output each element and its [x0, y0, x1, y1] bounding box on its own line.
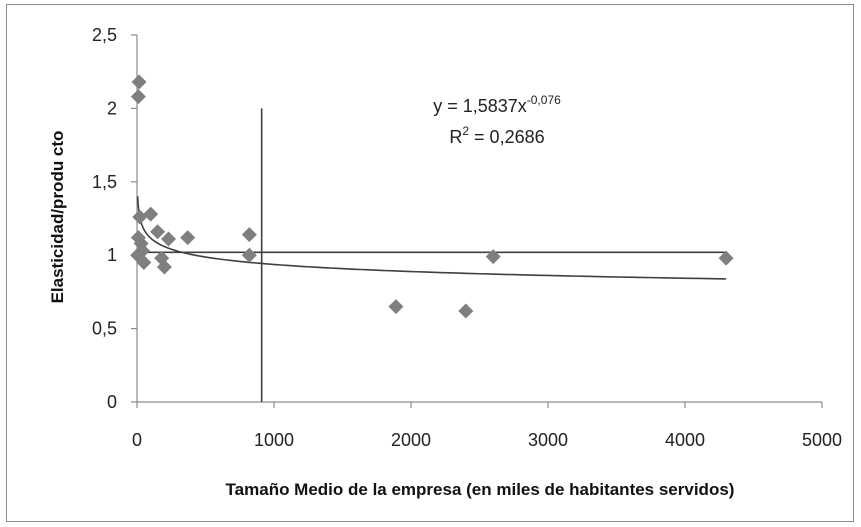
- data-point: [134, 243, 150, 259]
- y-axis-title: Elasticidad/produ cto: [48, 131, 67, 304]
- data-point: [718, 250, 734, 266]
- data-point: [156, 259, 172, 275]
- trendline-group: [136, 196, 727, 280]
- data-points: [130, 74, 734, 319]
- x-tick-label: 0: [132, 430, 142, 450]
- data-point: [161, 231, 177, 247]
- r-squared-label: R2 = 0,2686: [449, 124, 544, 147]
- trendline-equation: y = 1,5837x-0,076: [433, 93, 561, 116]
- reference-lines: [137, 108, 727, 402]
- x-tick-label: 3000: [528, 430, 568, 450]
- data-point: [143, 206, 159, 222]
- data-point: [485, 249, 501, 265]
- x-tick-label: 5000: [802, 430, 842, 450]
- axes: [131, 34, 823, 408]
- y-tick-label: 1,5: [92, 172, 117, 192]
- power-trendline: [136, 196, 727, 280]
- y-tick-label: 0: [107, 392, 117, 412]
- data-point: [131, 74, 147, 90]
- y-tick-label: 1: [107, 245, 117, 265]
- data-point: [241, 247, 257, 263]
- x-tick-label: 4000: [665, 430, 705, 450]
- data-point: [136, 255, 152, 271]
- data-point: [132, 209, 148, 225]
- data-point: [130, 89, 146, 105]
- x-tick-labels: 0 1000 2000 3000 4000 5000: [132, 430, 842, 450]
- data-point: [150, 224, 166, 240]
- y-tick-labels: 0 0,5 1 1,5 2 2,5: [92, 25, 117, 412]
- data-point: [458, 303, 474, 319]
- y-tick-label: 2,5: [92, 25, 117, 45]
- x-tick-label: 1000: [254, 430, 294, 450]
- x-axis-title: Tamaño Medio de la empresa (en miles de …: [226, 480, 735, 499]
- data-point: [180, 230, 196, 246]
- data-point: [241, 227, 257, 243]
- x-tick-label: 2000: [391, 430, 431, 450]
- y-tick-label: 2: [107, 98, 117, 118]
- y-tick-label: 0,5: [92, 319, 117, 339]
- data-point: [388, 299, 404, 315]
